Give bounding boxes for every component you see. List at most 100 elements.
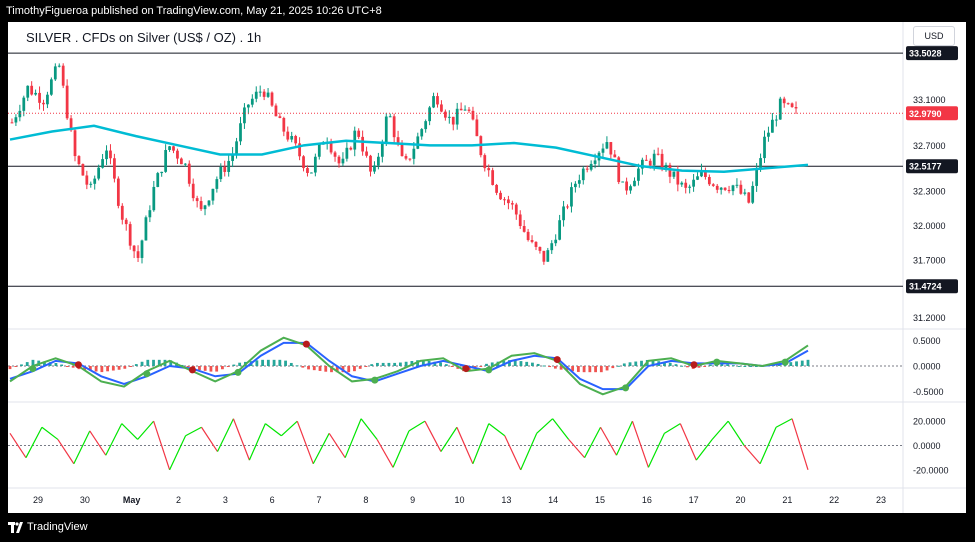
- candle-body: [183, 163, 187, 165]
- osc2-segment: [360, 418, 378, 440]
- candle-body: [306, 168, 309, 173]
- candle-body: [77, 156, 81, 165]
- candle-body: [187, 163, 191, 184]
- candle-body: [384, 116, 388, 143]
- osc1-histogram-bar: [94, 366, 98, 372]
- candle-body: [424, 121, 428, 130]
- candle-body: [589, 163, 593, 170]
- chart-canvas[interactable]: 33.5028 32.5177 31.4724 33.1000 32.7000 32.30…: [8, 22, 966, 513]
- osc2-segment: [631, 420, 649, 468]
- candle-body: [156, 173, 160, 187]
- candle-body: [428, 107, 431, 122]
- candle-body: [711, 184, 715, 186]
- candle-body: [522, 226, 526, 232]
- candle-body: [120, 205, 124, 220]
- osc1-histogram-bar: [295, 365, 299, 367]
- osc2-segment: [408, 420, 426, 432]
- osc1-histogram-bar: [88, 366, 92, 371]
- osc2-segment: [89, 430, 107, 456]
- osc1-histogram-bar: [278, 359, 282, 366]
- osc1-cross-dot: [622, 384, 630, 392]
- candle-body: [239, 123, 242, 142]
- osc1-histogram-bar: [198, 366, 201, 371]
- footer-brand: TradingView: [27, 521, 88, 533]
- osc1-histogram-bar: [318, 366, 322, 371]
- candle-body: [369, 155, 372, 172]
- osc1-histogram-bar: [749, 366, 752, 367]
- osc1-histogram-bar: [703, 366, 707, 367]
- candle-body: [152, 186, 156, 211]
- osc1-histogram-bar: [754, 366, 758, 367]
- osc1-histogram-bar: [358, 366, 362, 369]
- currency-selector[interactable]: USD: [913, 26, 955, 46]
- candle-body: [463, 109, 467, 111]
- osc1-histogram-bar: [353, 366, 356, 372]
- candle-body: [377, 156, 380, 166]
- osc1-histogram-bar: [444, 364, 448, 366]
- osc1-histogram-bar: [54, 363, 58, 366]
- candle-body: [219, 166, 223, 180]
- candle-body: [215, 179, 219, 189]
- candle-body: [223, 166, 227, 172]
- osc1-histogram-bar: [60, 364, 64, 366]
- candle-body: [755, 167, 759, 186]
- candle-body: [294, 136, 298, 144]
- candle-body: [345, 147, 349, 159]
- osc1-histogram-bar: [111, 366, 115, 371]
- candle-body: [625, 181, 628, 191]
- candle-body: [440, 104, 443, 112]
- candle-body: [180, 158, 183, 165]
- time-tick-label: 13: [501, 495, 511, 505]
- candle-body: [404, 156, 408, 159]
- osc1-histogram-bar: [255, 360, 259, 366]
- osc2-segment: [73, 430, 91, 465]
- osc1-cross-dot: [29, 365, 37, 373]
- osc1-histogram-bar: [31, 359, 35, 366]
- candle-body: [105, 150, 108, 160]
- candle-body: [692, 179, 695, 187]
- osc1-histogram-bar: [806, 359, 810, 366]
- osc1-histogram-bar: [215, 366, 219, 372]
- osc2-segment: [695, 439, 713, 461]
- osc1-histogram-bar: [553, 366, 557, 369]
- candle-body: [601, 148, 605, 153]
- candle-body: [416, 136, 420, 149]
- candle-body: [593, 160, 597, 164]
- osc1-histogram-bar: [668, 362, 672, 366]
- candle-body: [97, 167, 101, 179]
- candle-body: [743, 192, 747, 194]
- osc2-segment: [169, 435, 187, 471]
- last-price-label: 32.9790: [909, 109, 942, 119]
- candle-body: [747, 192, 751, 203]
- osc1-histogram-bar: [686, 366, 689, 368]
- candle-body: [471, 110, 475, 120]
- candle-body: [455, 108, 459, 125]
- osc1-histogram-bar: [680, 365, 684, 367]
- osc2-segment: [743, 445, 761, 465]
- chart-area[interactable]: 33.5028 32.5177 31.4724 33.1000 32.7000 32.30…: [8, 22, 966, 513]
- candle-body: [124, 219, 128, 225]
- osc1-histogram-bar: [25, 362, 29, 366]
- candle-body: [298, 143, 301, 157]
- candle-body: [396, 137, 400, 144]
- osc1-histogram-bar: [789, 362, 793, 366]
- candle-body: [487, 168, 491, 171]
- osc2-segment: [264, 423, 282, 437]
- osc2-segment: [121, 423, 139, 440]
- candle-body: [310, 172, 313, 174]
- candle-body: [412, 148, 416, 159]
- candle-body: [329, 142, 333, 153]
- osc1-histogram-bar: [221, 366, 224, 370]
- candle-body: [408, 158, 412, 160]
- osc1-histogram-bar: [531, 362, 534, 366]
- candle-body: [85, 175, 89, 185]
- candle-body: [246, 104, 250, 108]
- osc1-line-slow: [9, 341, 809, 391]
- osc1-histogram-bar: [14, 366, 18, 367]
- candle-body: [380, 142, 384, 157]
- candle-body: [164, 149, 168, 172]
- osc2-segment: [456, 427, 474, 464]
- osc1-histogram-bar: [559, 366, 563, 370]
- candle-body: [254, 91, 258, 99]
- candle-body: [34, 92, 37, 95]
